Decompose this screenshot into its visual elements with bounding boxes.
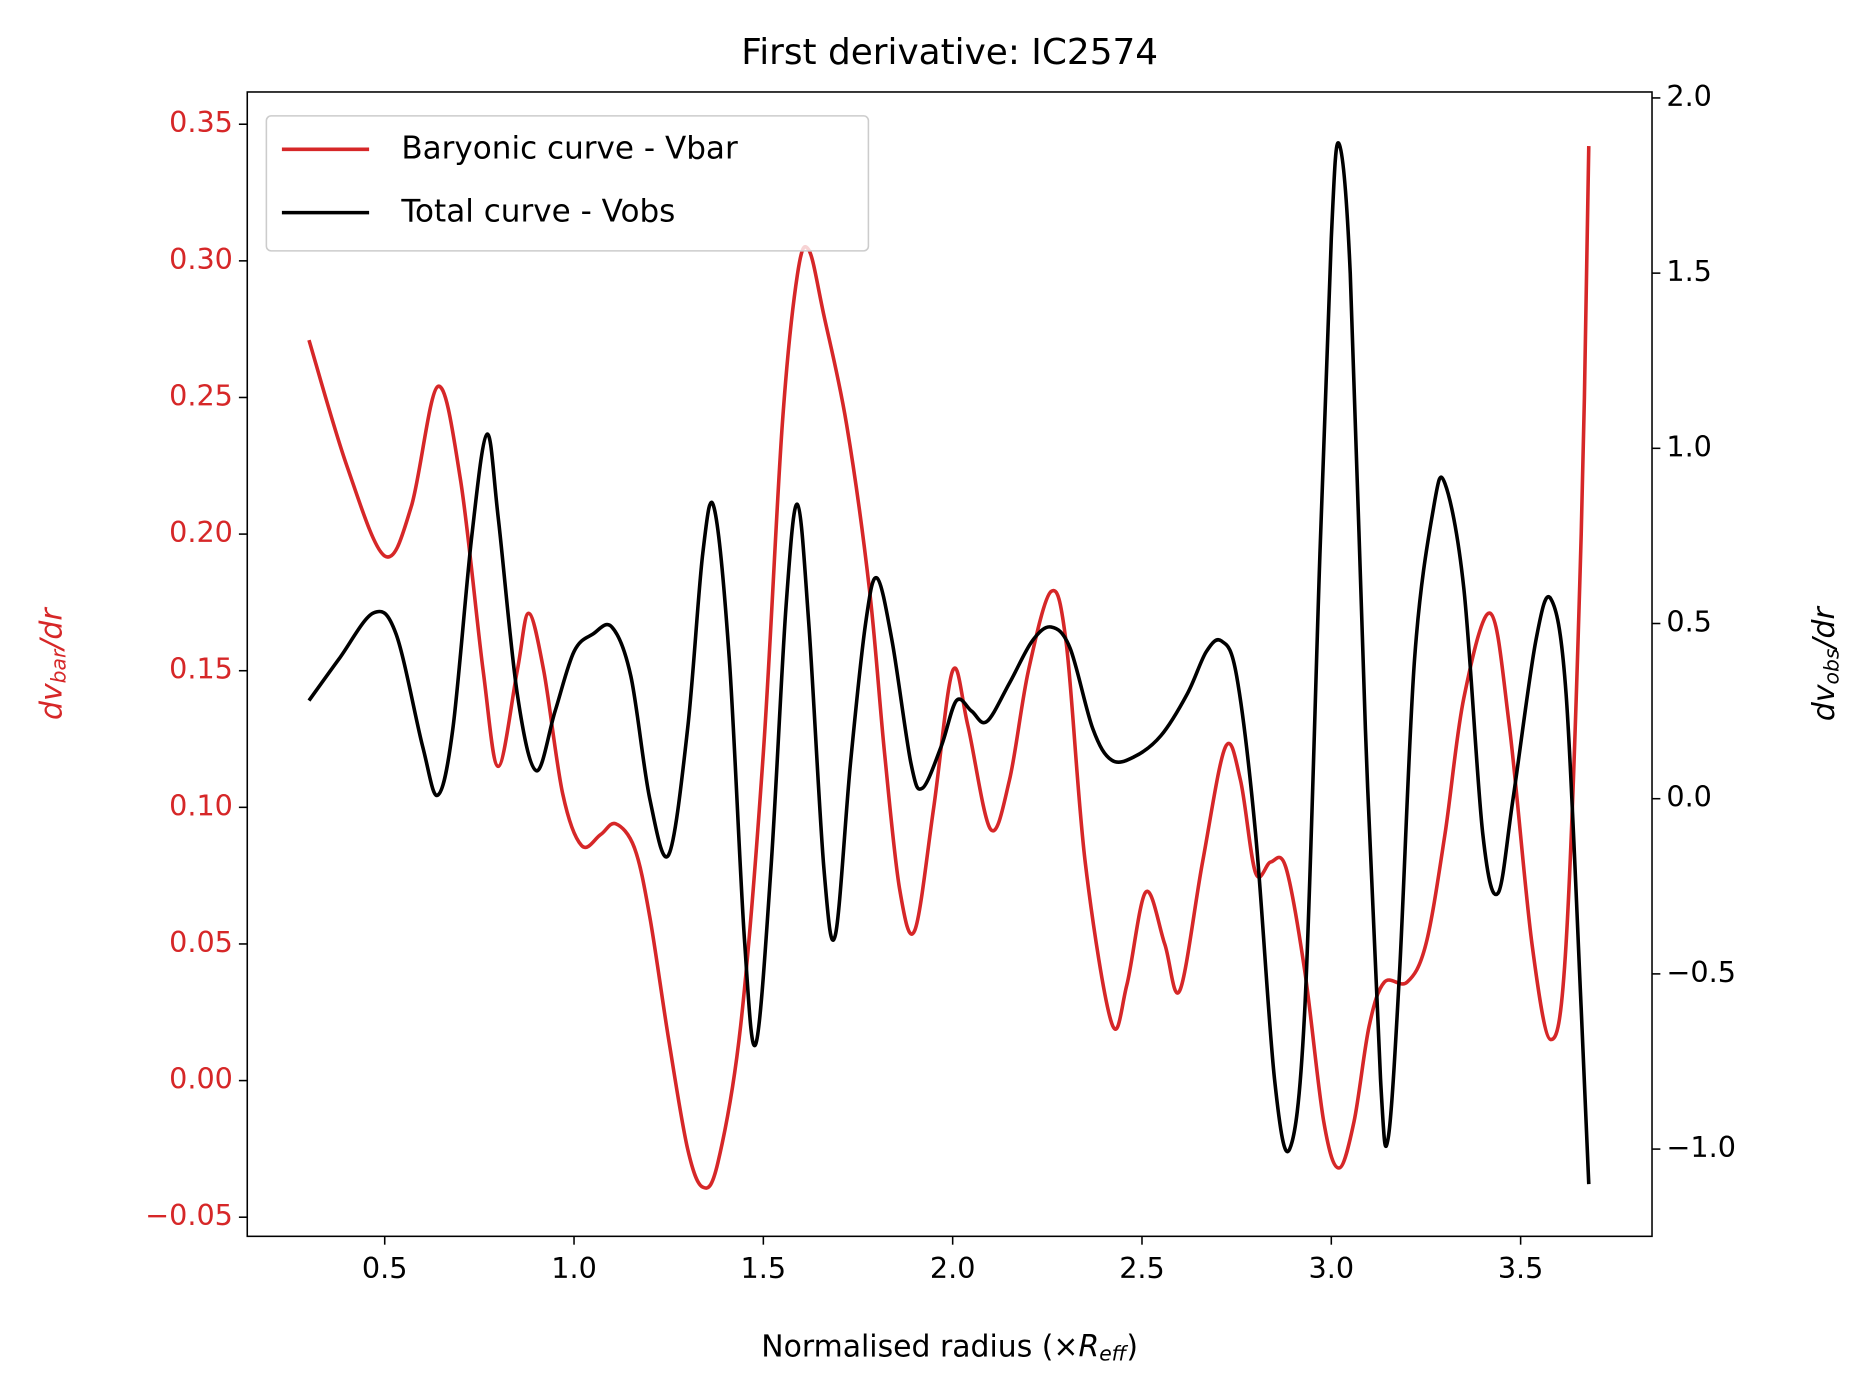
y2-label-part: /dr (1807, 606, 1842, 652)
x-label-part: eff (1099, 1342, 1128, 1366)
y-tick-label: 0.35 (169, 105, 233, 139)
y-tick-label: 0.15 (169, 652, 233, 686)
x-tick-label: 2.0 (930, 1251, 976, 1285)
legend-box (265, 115, 870, 252)
y2-tick-label: 1.0 (1666, 429, 1712, 463)
y-label-part: dv (34, 682, 69, 720)
y2-tick-label: −1.0 (1666, 1130, 1736, 1164)
y-tick-label: 0.25 (169, 378, 233, 412)
x-tick-label: 3.5 (1498, 1251, 1544, 1285)
x-tick-label: 1.5 (741, 1251, 787, 1285)
chart-title: First derivative: IC2574 (741, 32, 1158, 73)
y-tick-label: 0.00 (169, 1062, 233, 1096)
y2-label-part: obs (1819, 648, 1843, 684)
line-series (307, 146, 1591, 1190)
y-tick-label: 0.20 (169, 515, 233, 549)
plot-frame (246, 91, 1653, 1238)
x-label-part: R (1078, 1329, 1099, 1364)
x-tick-label: 0.5 (362, 1251, 408, 1285)
legend-label: Baryonic curve - Vbar (401, 130, 738, 166)
y2-tick-label: −0.5 (1666, 955, 1736, 989)
y2-tick-label: 2.0 (1666, 79, 1712, 113)
y-tick-label: 0.10 (169, 788, 233, 822)
x-tick-label: 2.5 (1119, 1251, 1165, 1285)
x-axis-label: Normalised radius (×Reff) (761, 1329, 1138, 1366)
x-tick-label: 1.0 (551, 1251, 597, 1285)
line-series (307, 141, 1591, 1185)
y-tick-label: −0.05 (145, 1198, 233, 1232)
x-tick-label: 3.0 (1309, 1251, 1355, 1285)
y-tick-label: 0.05 (169, 925, 233, 959)
y2-tick-label: 0.0 (1666, 780, 1712, 814)
y2-tick-label: 0.5 (1666, 605, 1712, 639)
y2-tick-label: 1.5 (1666, 254, 1712, 288)
legend-label: Total curve - Vobs (400, 194, 675, 230)
y2-label-part: dv (1807, 683, 1842, 721)
x-label-part: Normalised radius (× (761, 1329, 1078, 1364)
y-label-part: /dr (34, 607, 69, 653)
y-tick-label: 0.30 (169, 242, 233, 276)
x-label-part: ) (1126, 1329, 1138, 1364)
y2-axis-label: dvobs/dr (1807, 606, 1844, 722)
y-axis-label: dvbar/dr (34, 607, 71, 720)
y-label-part: bar (47, 648, 71, 683)
